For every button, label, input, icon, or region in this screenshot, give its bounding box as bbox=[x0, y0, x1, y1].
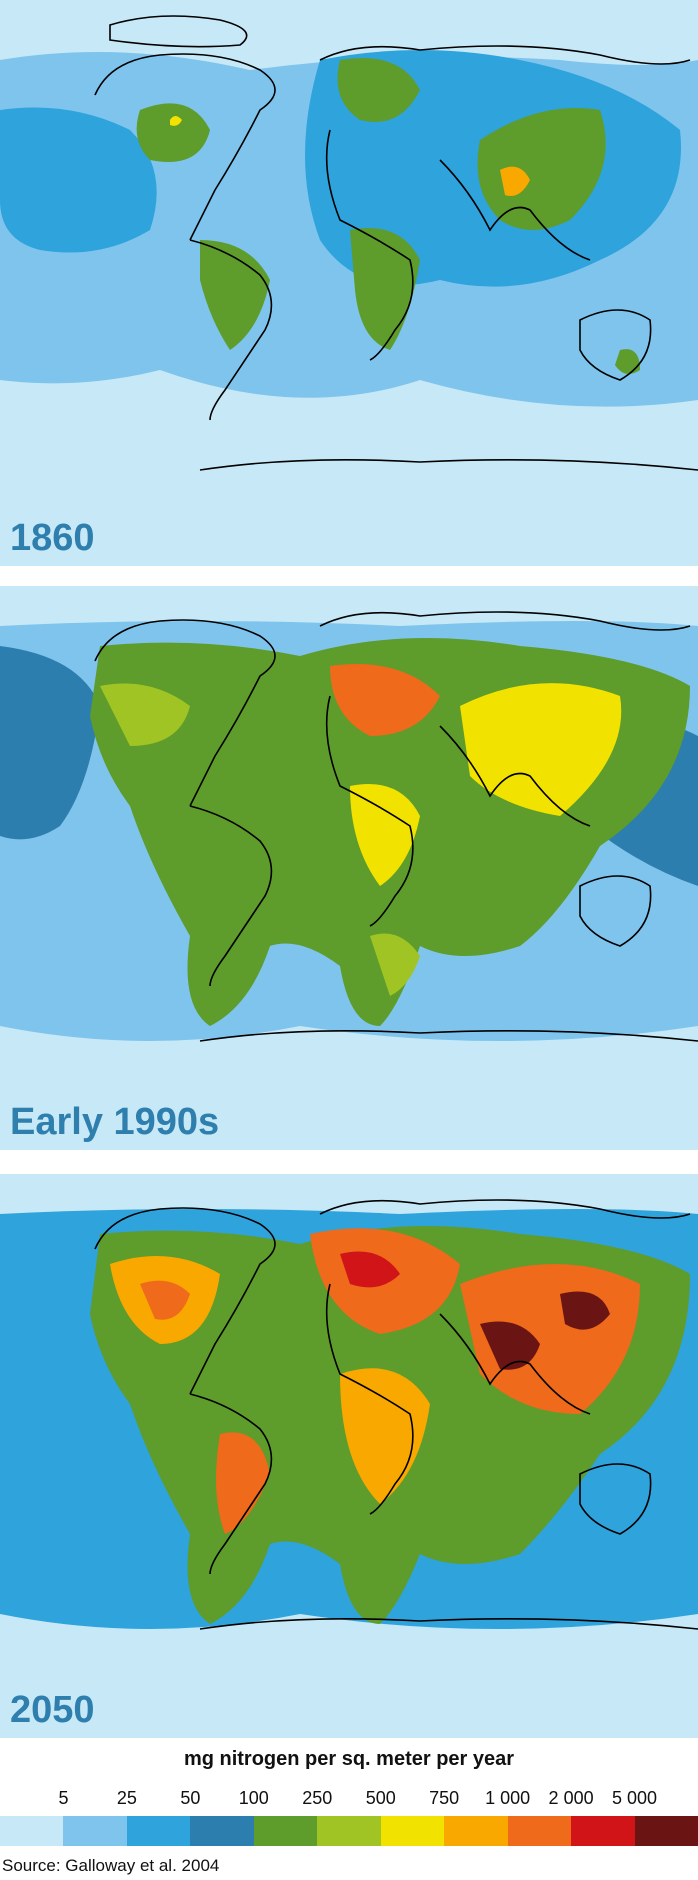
legend-swatch bbox=[444, 1816, 508, 1846]
legend-swatch bbox=[253, 1816, 318, 1846]
legend-swatch bbox=[0, 1816, 64, 1846]
nitrogen-map-early-1990s bbox=[0, 586, 698, 1150]
map-panel-1860: 1860 bbox=[0, 0, 698, 566]
legend-tick-label: 100 bbox=[238, 1788, 269, 1808]
nitrogen-map-1860 bbox=[0, 0, 698, 566]
legend-swatch bbox=[317, 1816, 381, 1846]
nitrogen-map-2050 bbox=[0, 1174, 698, 1738]
legend-swatch bbox=[63, 1816, 127, 1846]
legend-title: mg nitrogen per sq. meter per year bbox=[183, 1748, 515, 1770]
legend-tick-label: 5 000 bbox=[612, 1788, 658, 1808]
legend-swatch bbox=[126, 1816, 191, 1846]
legend-tick-label: 5 bbox=[58, 1788, 69, 1808]
legend-swatch bbox=[190, 1816, 254, 1846]
legend-tick-labels: 5 25 50 100 250 500 750 1 000 2 000 5 000 bbox=[0, 1788, 698, 1812]
legend-tick-label: 750 bbox=[429, 1788, 460, 1808]
map-panel-2050: 2050 bbox=[0, 1174, 698, 1738]
panel-year-label: Early 1990s bbox=[10, 1101, 220, 1143]
panel-year-label: 2050 bbox=[10, 1689, 95, 1731]
legend-tick-label: 500 bbox=[365, 1788, 396, 1808]
legend-swatch bbox=[571, 1816, 635, 1846]
legend-swatch bbox=[507, 1816, 572, 1846]
legend-swatch bbox=[380, 1816, 445, 1846]
legend-tick-label: 1 000 bbox=[485, 1788, 531, 1808]
legend-swatch bbox=[634, 1816, 698, 1846]
source-citation: Source: Galloway et al. 2004 bbox=[2, 1856, 220, 1875]
map-panel-early-1990s: Early 1990s bbox=[0, 586, 698, 1150]
panel-year-label: 1860 bbox=[10, 517, 95, 559]
legend-color-bar bbox=[0, 1816, 698, 1846]
legend-tick-label: 250 bbox=[302, 1788, 333, 1808]
legend-tick-label: 2 000 bbox=[548, 1788, 594, 1808]
legend-tick-label: 25 bbox=[116, 1788, 137, 1808]
legend-tick-label: 50 bbox=[180, 1788, 201, 1808]
